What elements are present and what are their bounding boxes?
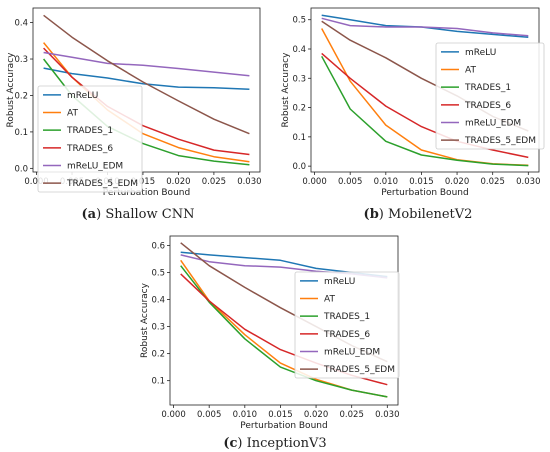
caption-letter: ( bbox=[82, 207, 88, 222]
x-tick-label: 0.000 bbox=[302, 177, 326, 187]
x-tick-label: 0.020 bbox=[445, 177, 469, 187]
x-tick-label: 0.025 bbox=[481, 177, 505, 187]
x-tick-label: 0.015 bbox=[131, 177, 155, 187]
y-tick-label: 0.3 bbox=[151, 323, 165, 333]
y-tick-label: 0.2 bbox=[151, 350, 165, 360]
y-axis-label: Robust Accuracy bbox=[281, 52, 291, 128]
legend-label: TRADES_1 bbox=[66, 126, 113, 136]
legend-box bbox=[435, 42, 545, 150]
series-line-trades-6 bbox=[321, 52, 529, 159]
legend-label: TRADES_6 bbox=[323, 330, 370, 340]
legend-label: TRADES_1 bbox=[464, 83, 511, 93]
legend-label: mReLU bbox=[324, 277, 355, 287]
legend-label: mReLU bbox=[465, 48, 496, 58]
legend-box bbox=[37, 85, 143, 193]
x-axis-label: Perturbation Bound bbox=[103, 188, 190, 198]
y-tick-label: 0.3 bbox=[292, 74, 306, 84]
chart-1: 0.0000.0050.0100.0150.0200.0250.0300.00.… bbox=[6, 7, 262, 222]
subfigure-caption: (b) MobilenetV2 bbox=[364, 207, 473, 222]
x-tick-label: 0.010 bbox=[233, 410, 257, 420]
y-tick-label: 0.0 bbox=[292, 162, 306, 172]
y-tick-label: 0.4 bbox=[151, 296, 165, 306]
caption-text: InceptionV3 bbox=[247, 436, 327, 451]
legend-label: mReLU bbox=[67, 91, 98, 101]
caption-text: MobilenetV2 bbox=[388, 207, 472, 222]
subfigure-caption: (c) InceptionV3 bbox=[223, 436, 326, 451]
legend-label: TRADES_1 bbox=[323, 312, 370, 322]
series-line-trades-6 bbox=[43, 47, 250, 156]
x-tick-label: 0.000 bbox=[161, 410, 185, 420]
legend-box bbox=[294, 271, 400, 379]
legend-label: TRADES_5_EDM bbox=[66, 179, 138, 189]
x-tick-label: 0.015 bbox=[409, 177, 433, 187]
y-tick-label: 0.2 bbox=[14, 91, 28, 101]
caption-letter: ( bbox=[223, 436, 229, 451]
legend-label: mReLU_EDM bbox=[465, 119, 521, 129]
y-tick-label: 0.2 bbox=[292, 104, 306, 114]
x-tick-label: 0.010 bbox=[374, 177, 398, 187]
y-tick-label: 0.0 bbox=[14, 164, 28, 174]
chart-3: 0.000 0.005 0.010 0.015 0.020 0.025 0.030 0.1 0.… bbox=[140, 235, 400, 451]
x-tick-label: 0.020 bbox=[304, 410, 328, 420]
x-tick-label: 0.005 bbox=[197, 410, 221, 420]
y-tick-label: 0.1 bbox=[14, 128, 28, 138]
caption-text: Shallow CNN bbox=[105, 207, 194, 222]
y-tick-label: 0.4 bbox=[14, 19, 28, 29]
legend-label: AT bbox=[324, 295, 335, 305]
x-tick-label: 0.030 bbox=[375, 410, 399, 420]
series-line-trades-1 bbox=[321, 55, 529, 167]
x-tick-label: 0.020 bbox=[166, 177, 190, 187]
x-tick-label: 0.030 bbox=[516, 177, 540, 187]
y-tick-label: 0.5 bbox=[292, 16, 306, 26]
y-tick-label: 0.1 bbox=[292, 133, 306, 143]
legend-label: AT bbox=[67, 109, 78, 119]
legend-label: TRADES_5_EDM bbox=[464, 136, 536, 146]
y-tick-label: 0.5 bbox=[151, 269, 165, 279]
x-axis-label: Perturbation Bound bbox=[381, 188, 468, 198]
x-tick-label: 0.025 bbox=[202, 177, 226, 187]
y-tick-label: 0.1 bbox=[151, 377, 165, 387]
series-line-trades-5-edm bbox=[43, 14, 250, 135]
caption-letter: ( bbox=[364, 207, 370, 222]
series-line-trades-1 bbox=[180, 265, 388, 398]
legend-label: AT bbox=[465, 66, 476, 76]
chart-2: 0.000 0.005 0.010 0.015 0.020 0.025 0.030 0.0 0.… bbox=[281, 7, 545, 222]
y-tick-label: 0.4 bbox=[292, 45, 306, 55]
series-line-mrelu-edm bbox=[321, 17, 529, 37]
subfigure-caption: (a) Shallow CNN bbox=[82, 207, 195, 222]
legend: mReLU AT TRADES_1 TRADES_6 mReLU_EDM TRADES_5… bbox=[37, 85, 143, 193]
series-line-mrelu-edm bbox=[43, 51, 250, 77]
x-tick-label: 0.030 bbox=[237, 177, 261, 187]
legend-label: TRADES_5_EDM bbox=[323, 365, 395, 375]
legend: mReLU AT TRADES_1 TRADES_6 mReLU_EDM TRADES_5… bbox=[294, 271, 400, 379]
y-axis-label: Robust Accuracy bbox=[6, 52, 16, 128]
y-axis-label: Robust Accuracy bbox=[140, 282, 150, 358]
x-axis-label: Perturbation Bound bbox=[240, 421, 327, 431]
legend-label: mReLU_EDM bbox=[324, 348, 380, 358]
x-tick-label: 0.005 bbox=[338, 177, 362, 187]
x-tick-label: 0.015 bbox=[268, 410, 292, 420]
x-tick-label: 0.025 bbox=[340, 410, 364, 420]
legend-label: TRADES_6 bbox=[66, 144, 113, 154]
legend: mReLU AT TRADES_1 TRADES_6 mReLU_EDM TRADES_5… bbox=[435, 42, 545, 150]
series-line-mrelu bbox=[43, 67, 250, 91]
legend-label: TRADES_6 bbox=[464, 101, 511, 111]
x-tick-label: 0.000 bbox=[24, 177, 48, 187]
plot-frame bbox=[32, 7, 261, 173]
legend-label: mReLU_EDM bbox=[67, 162, 123, 172]
y-tick-label: 0.3 bbox=[14, 55, 28, 65]
y-tick-label: 0.6 bbox=[151, 241, 165, 251]
